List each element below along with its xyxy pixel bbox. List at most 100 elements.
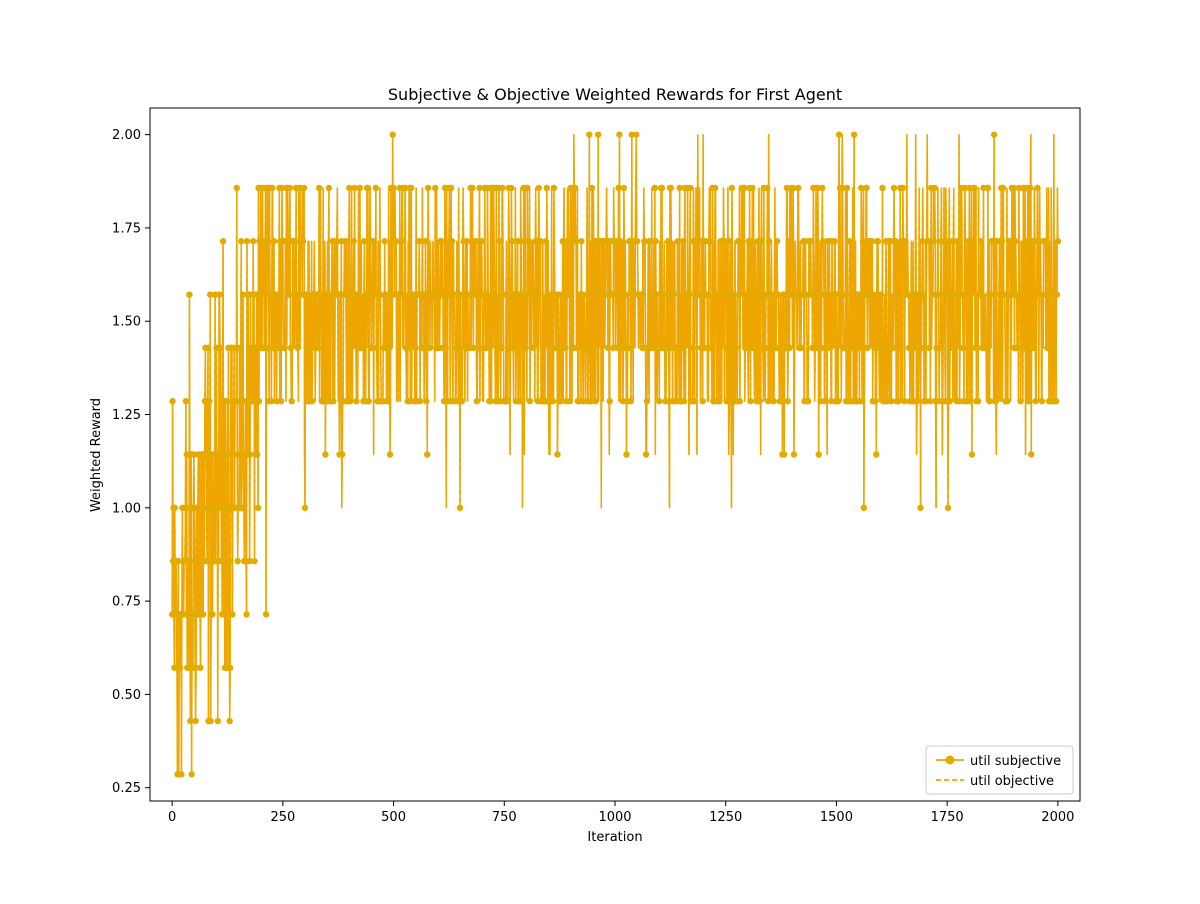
data-point (614, 344, 621, 352)
data-point (230, 344, 238, 352)
data-point (442, 344, 450, 352)
data-point (971, 184, 978, 192)
data-point (454, 344, 461, 352)
data-point (525, 238, 533, 245)
data-point (627, 397, 635, 405)
data-point (827, 397, 835, 405)
data-point (224, 397, 231, 405)
data-point (592, 397, 599, 405)
data-point (927, 397, 934, 405)
data-point (287, 344, 295, 352)
data-point (680, 397, 688, 405)
data-point (609, 291, 616, 298)
data-point (926, 344, 933, 352)
data-point (207, 291, 214, 298)
data-point (941, 291, 948, 298)
data-point (293, 291, 301, 298)
x-tick-label: 1250 (709, 810, 742, 825)
data-point (914, 291, 922, 298)
data-point (294, 344, 302, 352)
data-point (638, 291, 645, 298)
data-point (190, 451, 198, 458)
data-point (171, 504, 178, 512)
data-point (373, 344, 380, 352)
data-point (347, 344, 355, 352)
data-point (986, 397, 993, 405)
data-point (472, 238, 480, 245)
data-point (699, 397, 706, 405)
data-point (438, 238, 445, 245)
data-point (169, 397, 176, 405)
data-point (758, 291, 766, 298)
data-point (917, 504, 924, 512)
data-point (640, 344, 647, 352)
data-point (877, 291, 884, 298)
data-point (356, 184, 364, 192)
data-point (606, 397, 613, 405)
data-point (817, 397, 824, 405)
data-point (888, 397, 895, 405)
data-point (821, 397, 829, 405)
data-point (741, 184, 748, 192)
data-point (733, 344, 740, 352)
data-point (711, 184, 719, 192)
data-point (199, 611, 207, 618)
data-point (651, 184, 659, 192)
data-point (578, 238, 585, 245)
data-point (486, 397, 494, 405)
data-point (790, 451, 798, 458)
data-point (246, 557, 253, 565)
data-point (990, 131, 998, 138)
data-point (789, 184, 797, 192)
data-point (815, 451, 822, 458)
data-point (1015, 184, 1023, 192)
data-point (974, 344, 981, 352)
data-point (359, 344, 366, 352)
data-point (1030, 344, 1038, 352)
data-point (633, 238, 641, 245)
data-point (301, 504, 309, 512)
data-point (887, 238, 894, 245)
data-point (558, 291, 566, 298)
data-point (589, 344, 597, 352)
data-point (547, 291, 554, 298)
data-point (846, 238, 853, 245)
data-point (1013, 344, 1021, 352)
legend-label-subjective: util subjective (970, 754, 1061, 769)
legend-label-objective: util objective (970, 774, 1054, 789)
data-point (424, 451, 431, 458)
data-point (286, 184, 294, 192)
data-point (708, 344, 715, 352)
data-point (901, 397, 908, 405)
data-point (766, 344, 774, 352)
x-tick-label: 1750 (931, 810, 964, 825)
data-point (1032, 397, 1039, 405)
data-point (300, 184, 308, 192)
data-point (658, 184, 666, 192)
y-tick-label: 1.75 (112, 221, 141, 236)
data-point (339, 451, 346, 458)
data-point (1036, 238, 1043, 245)
data-point (566, 397, 574, 405)
data-point (860, 504, 868, 512)
data-point (857, 291, 864, 298)
data-point (749, 184, 756, 192)
data-point (913, 397, 921, 405)
data-point (203, 557, 211, 565)
data-point (192, 664, 200, 671)
data-point (716, 397, 723, 405)
chart-title: Subjective & Objective Weighted Rewards … (388, 85, 842, 104)
data-point (524, 184, 531, 192)
data-point (895, 397, 902, 405)
data-point (386, 451, 394, 458)
data-point (987, 291, 994, 298)
data-point (956, 397, 963, 405)
data-point (1046, 344, 1054, 352)
data-point (389, 131, 396, 138)
data-point (432, 184, 439, 192)
data-point (189, 611, 196, 618)
data-point (456, 504, 464, 512)
data-point (288, 397, 295, 405)
data-point (303, 291, 310, 298)
data-point (947, 291, 954, 298)
